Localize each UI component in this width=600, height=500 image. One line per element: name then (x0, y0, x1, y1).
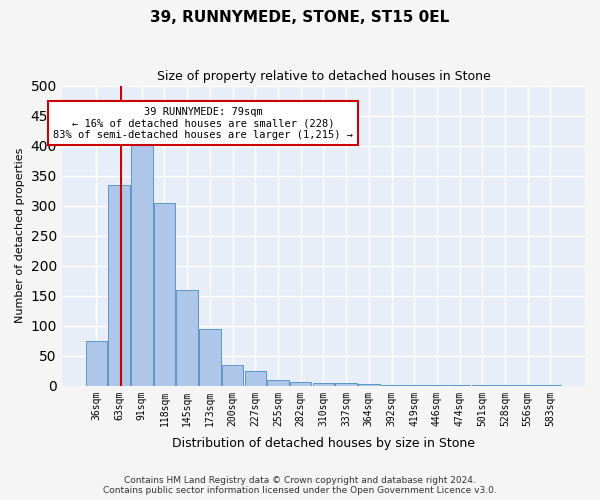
Bar (449, 385, 470, 386)
Bar (313, 383, 334, 386)
Bar (517, 385, 539, 386)
X-axis label: Distribution of detached houses by size in Stone: Distribution of detached houses by size … (172, 437, 475, 450)
Bar (131, 142, 152, 386)
Bar (222, 365, 244, 386)
Text: Contains HM Land Registry data © Crown copyright and database right 2024.
Contai: Contains HM Land Registry data © Crown c… (103, 476, 497, 495)
Bar (86, 340, 107, 386)
Bar (154, 202, 175, 386)
Y-axis label: Number of detached properties: Number of detached properties (15, 148, 25, 324)
Bar (267, 380, 289, 386)
Bar (494, 385, 516, 386)
Bar (403, 385, 425, 386)
Bar (472, 384, 493, 386)
Bar (426, 385, 448, 386)
Text: 39 RUNNYMEDE: 79sqm
← 16% of detached houses are smaller (228)
83% of semi-detac: 39 RUNNYMEDE: 79sqm ← 16% of detached ho… (53, 106, 353, 140)
Title: Size of property relative to detached houses in Stone: Size of property relative to detached ho… (157, 70, 490, 83)
Bar (539, 385, 561, 386)
Text: 39, RUNNYMEDE, STONE, ST15 0EL: 39, RUNNYMEDE, STONE, ST15 0EL (151, 10, 449, 25)
Bar (290, 382, 311, 386)
Bar (358, 384, 380, 386)
Bar (108, 184, 130, 386)
Bar (381, 384, 402, 386)
Bar (335, 383, 357, 386)
Bar (199, 328, 221, 386)
Bar (245, 371, 266, 386)
Bar (176, 290, 198, 386)
